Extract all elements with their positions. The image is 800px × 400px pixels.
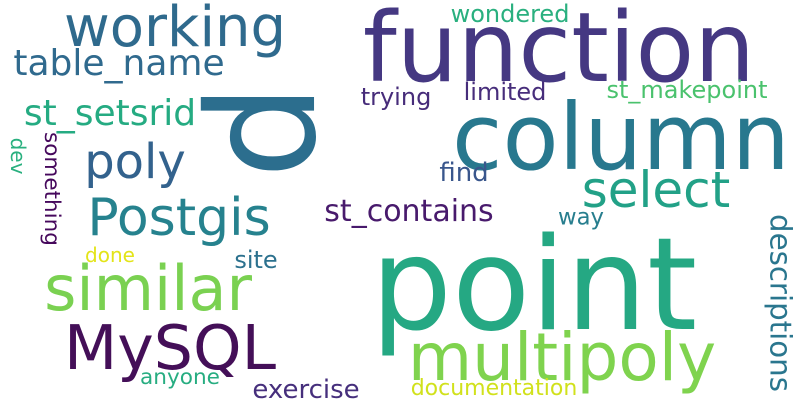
word-done: done <box>85 243 135 267</box>
word-site: site <box>234 246 278 274</box>
word-way: way <box>558 204 604 231</box>
word-documentation: documentation <box>410 376 578 400</box>
word-dev: dev <box>6 137 30 175</box>
word-exercise: exercise <box>252 375 360 400</box>
word-st-makepoint: st_makepoint <box>606 76 768 104</box>
word-multipoly: multipoly <box>407 319 717 396</box>
word-working: working <box>64 0 286 61</box>
word-p: p <box>196 83 370 179</box>
word-something: something <box>38 132 64 246</box>
word-point: point <box>370 211 698 360</box>
word-postgis: Postgis <box>87 188 271 248</box>
word-limited: limited <box>463 78 547 106</box>
word-column: column <box>452 84 790 192</box>
word-st-contains: st_contains <box>324 194 494 229</box>
word-select: select <box>581 161 731 219</box>
word-mysql: MySQL <box>64 312 276 385</box>
word-similar: similar <box>44 252 252 325</box>
word-function: function <box>362 0 756 104</box>
word-find: find <box>439 158 489 188</box>
word-table-name: table_name <box>13 43 225 84</box>
word-trying: trying <box>360 83 432 111</box>
word-anyone: anyone <box>140 365 220 391</box>
word-wondered: wondered <box>450 0 570 28</box>
word-poly: poly <box>84 134 186 190</box>
word-descriptions: descriptions <box>763 214 798 392</box>
word-st-setsrid: st_setsrid <box>23 93 197 134</box>
